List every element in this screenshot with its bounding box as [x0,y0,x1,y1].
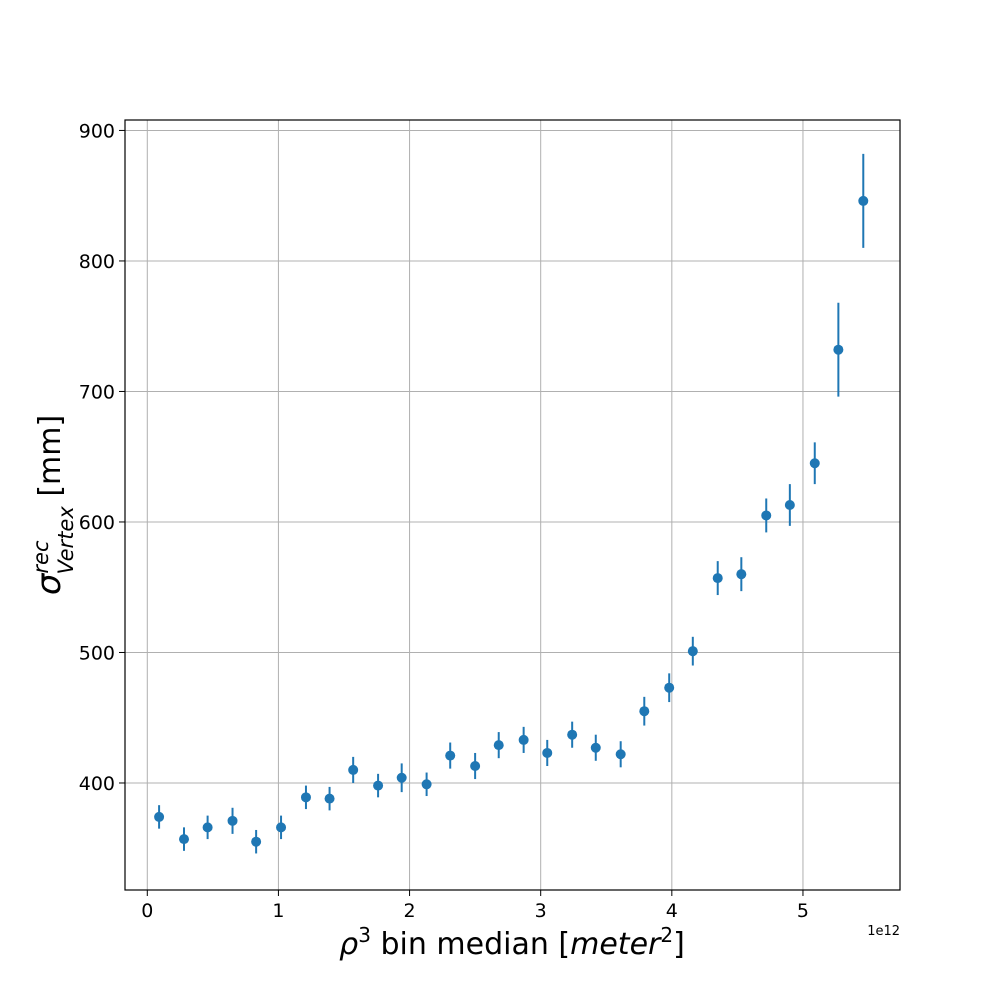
y-tick-label: 600 [79,512,115,534]
data-point [227,815,238,826]
data-point [445,750,456,761]
data-point [470,761,481,772]
data-point [761,510,772,521]
x-axis-label: ρ3 bin median [meter2] [339,923,685,962]
x-tick-label: 4 [666,900,678,922]
x-axis-label-exponent: 3 [358,923,371,947]
y-axis-label-symbol: σ [29,572,69,595]
x-axis-label-symbol: ρ [339,927,358,962]
y-axis-label-subscript: Vertex [54,506,78,575]
x-axis-label-text: bin median [ [371,927,570,962]
data-point [784,500,795,510]
data-point [396,772,407,783]
y-axis-label-unit: [mm] [33,415,68,506]
data-point [542,747,553,758]
data-point [421,779,432,790]
x-tick-label: 1 [272,900,284,922]
y-tick-label: 700 [79,381,115,403]
data-point [518,734,529,745]
x-offset-label: 1e12 [867,924,900,939]
x-axis-label-unit: meter [570,927,662,962]
x-tick-label: 5 [797,900,809,922]
data-point [590,742,601,753]
data-point [300,792,311,803]
data-point [324,793,335,804]
y-axis-label-superscript: rec [29,540,53,574]
data-point [202,822,213,833]
x-axis-label-close: ] [673,927,685,962]
data-point [348,764,359,775]
data-point [154,811,165,822]
data-point [736,569,747,580]
data-point [251,836,262,847]
x-tick-label: 3 [535,900,547,922]
data-point [179,834,190,845]
y-tick-label: 900 [79,120,115,142]
data-point [712,573,723,584]
plot-frame [124,119,901,891]
data-point [493,740,504,751]
grid-layer [125,120,900,890]
x-tick-label: 2 [404,900,416,922]
data-layer [154,153,869,854]
data-point [567,729,578,740]
y-tick-label: 800 [79,251,115,273]
x-axis-label-unit-exponent: 2 [660,923,673,947]
y-tick-label: 400 [79,773,115,795]
data-point [373,780,384,791]
data-point [687,646,698,657]
data-point [615,749,626,760]
data-point [809,458,820,469]
data-point [276,822,287,833]
data-point [639,706,650,717]
y-tick-label: 500 [79,642,115,664]
data-point [664,682,675,693]
y-axis-label: σrecVertex [mm] [29,415,78,595]
x-tick-label: 0 [141,900,153,922]
data-point [833,344,844,355]
tick-layer: 0 1 2 3 4 5 400 500 600 700 800 900 [79,120,809,922]
data-point [858,195,869,206]
